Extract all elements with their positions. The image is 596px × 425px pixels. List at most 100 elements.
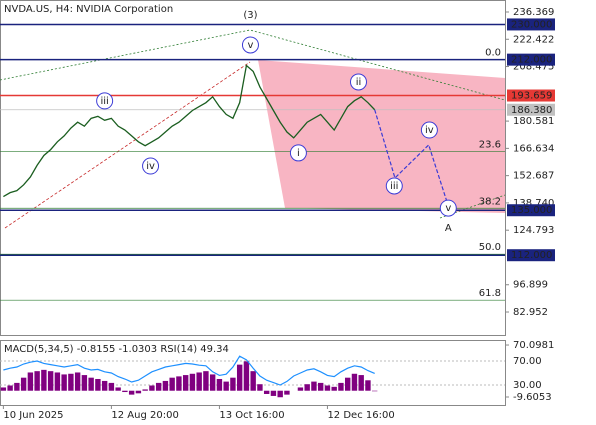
macd-bar — [0, 387, 7, 391]
y-tick-label: 82.952 — [513, 307, 548, 318]
macd-bar — [216, 378, 223, 391]
macd-bar — [176, 376, 182, 391]
macd-bar — [34, 371, 40, 391]
level-box — [507, 103, 555, 116]
fib-label: 38.2 — [479, 196, 501, 207]
fib-label: 23.6 — [479, 140, 501, 151]
y-tick-label: 96.899 — [513, 280, 548, 291]
target-channel — [258, 60, 505, 213]
macd-bar — [230, 377, 236, 391]
wave-label: v — [445, 203, 451, 214]
x-tick-label: 10 Jun 2025 — [3, 410, 63, 421]
macd-bar — [54, 372, 61, 391]
macd-bar — [371, 390, 378, 392]
macd-bar — [284, 390, 290, 395]
wave-label: i — [297, 148, 300, 159]
macd-bar — [20, 377, 27, 391]
wave-label: v — [248, 40, 254, 51]
wave-circle — [349, 73, 367, 91]
level-box — [507, 249, 555, 262]
macd-bar — [149, 385, 155, 391]
macd-bar — [257, 384, 263, 391]
macd-bar — [277, 390, 283, 398]
macd-bar — [81, 375, 88, 391]
y-tick-label: 166.634 — [513, 143, 554, 154]
level-box — [507, 53, 555, 66]
y-tick-label: 222.422 — [513, 34, 554, 45]
level-box — [507, 204, 555, 217]
macd-bar — [115, 387, 121, 391]
level-label: 112.000 — [511, 250, 552, 261]
macd-bar — [41, 369, 47, 391]
level-box — [507, 89, 555, 102]
macd-bar — [142, 389, 148, 391]
y2-tick-label: 30.00 — [513, 380, 542, 391]
macd-bar — [209, 374, 216, 391]
indicator-title: MACD(5,34,5) -0.8155 -1.0303 RSI(14) 49.… — [4, 344, 229, 355]
trend-line — [439, 194, 506, 219]
macd-bar — [189, 373, 196, 391]
macd-bar — [196, 372, 202, 391]
y-tick-label: 236.369 — [513, 7, 554, 18]
macd-bar — [358, 375, 364, 391]
level-label: 186.380 — [511, 105, 552, 116]
projection-line — [374, 109, 450, 209]
x-tick-label: 12 Aug 20:00 — [111, 410, 178, 421]
macd-bar — [304, 384, 310, 391]
y-tick-label: 124.793 — [513, 225, 554, 236]
y-tick-label: 138.740 — [513, 198, 554, 209]
wave-circle — [385, 177, 403, 195]
macd-bar — [344, 377, 351, 391]
wave-label: iii — [390, 181, 398, 192]
macd-bar — [331, 386, 337, 391]
macd-bar — [203, 371, 209, 391]
wave-label: iv — [425, 125, 434, 136]
wave-label: iv — [146, 161, 155, 172]
macd-bar — [311, 381, 317, 391]
fib-label: 50.0 — [479, 242, 501, 253]
macd-bar — [27, 372, 34, 391]
macd-bar — [324, 385, 331, 391]
trend-line — [0, 29, 506, 101]
macd-bar — [250, 371, 256, 391]
macd-bar — [47, 371, 54, 391]
macd-bar — [101, 380, 108, 391]
level-box — [507, 18, 555, 31]
macd-bar — [7, 385, 13, 391]
macd-bar — [122, 390, 128, 393]
fib-label: 0.0 — [485, 48, 501, 59]
macd-bar — [14, 382, 20, 391]
wave-circle — [420, 121, 438, 139]
level-label: 135.000 — [511, 205, 552, 216]
macd-bar — [135, 390, 142, 394]
macd-bar — [365, 380, 371, 391]
macd-bar — [243, 361, 250, 391]
macd-bar — [169, 377, 175, 391]
wave-circle — [96, 92, 114, 110]
level-label: 212.000 — [511, 55, 552, 66]
macd-bar — [338, 382, 344, 391]
y-tick-label: 208.475 — [513, 62, 554, 73]
macd-bar — [95, 378, 101, 391]
macd-bar — [236, 364, 243, 391]
y-tick-label: -9.6053 — [513, 392, 552, 403]
macd-bar — [182, 375, 189, 391]
wave-circle — [289, 144, 307, 162]
macd-bar — [128, 390, 135, 395]
y-tick-label: 180.581 — [513, 116, 554, 127]
price-line — [3, 64, 376, 198]
x-tick-label: 13 Oct 16:00 — [219, 410, 284, 421]
macd-bar — [61, 374, 67, 391]
wave-circle — [241, 36, 259, 54]
macd-bar — [263, 390, 270, 394]
level-label: 230.000 — [511, 19, 552, 30]
x-tick-label: 12 Dec 16:00 — [327, 410, 394, 421]
level-label: 193.659 — [511, 91, 552, 102]
macd-bar — [108, 382, 115, 391]
chart-title: NVDA.US, H4: NVIDIA Corporation — [4, 4, 173, 15]
wave-circle — [142, 157, 160, 175]
macd-bar — [162, 380, 169, 391]
wave-label: iii — [100, 96, 108, 107]
macd-bar — [297, 387, 304, 391]
